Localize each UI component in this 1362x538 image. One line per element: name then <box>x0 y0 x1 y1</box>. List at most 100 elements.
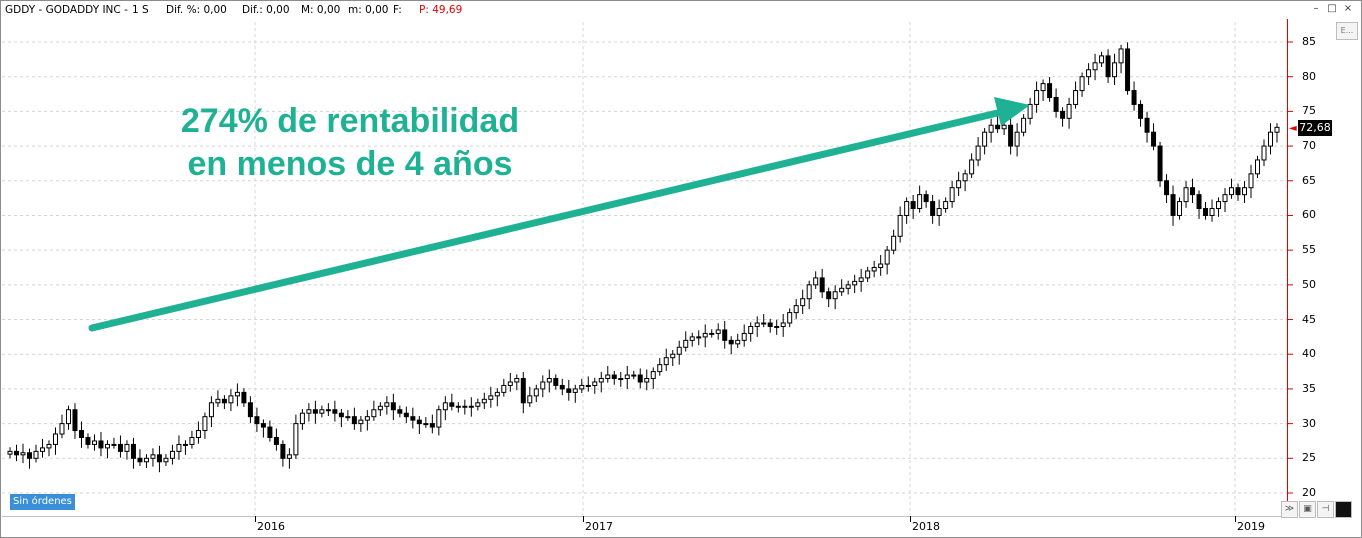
candle-down <box>312 409 318 414</box>
candle-up <box>1209 208 1215 216</box>
candle-up <box>832 291 838 300</box>
chevron-icon[interactable]: ≫ <box>1281 501 1298 518</box>
candle-up <box>988 124 994 133</box>
candle-down <box>767 322 773 327</box>
price-tick-label: 40 <box>1302 347 1316 361</box>
candle-up <box>176 443 182 452</box>
price-tick-label: 50 <box>1302 277 1316 291</box>
candle-up <box>1099 55 1105 64</box>
period-label: 1 S <box>132 4 149 16</box>
candle-up <box>20 452 26 456</box>
annotation-line-1: 274% de rentabilidad <box>180 102 520 140</box>
side-panel <box>1330 19 1360 516</box>
candle-up <box>936 208 942 216</box>
candle-up <box>182 443 188 446</box>
candle-down <box>221 398 227 404</box>
candle-down <box>910 201 916 210</box>
maximize-button[interactable]: □ <box>1327 3 1337 14</box>
candle-up <box>1027 103 1033 119</box>
price-axis[interactable] <box>1287 19 1330 516</box>
candle-up <box>891 235 897 251</box>
chart-plot-area[interactable] <box>2 19 1287 516</box>
candle-up <box>33 450 39 459</box>
candle-up <box>715 329 721 334</box>
symbol-label: GDDY - GODADDY INC - <box>5 4 128 16</box>
candle-up <box>436 409 442 428</box>
candle-up <box>663 357 669 366</box>
candle-up <box>1248 173 1254 189</box>
price-tick-label: 25 <box>1302 451 1316 465</box>
candle-up <box>605 374 611 380</box>
candle-down <box>1144 117 1150 133</box>
candle-up <box>514 378 520 383</box>
candle-up <box>631 374 637 377</box>
expand-icon[interactable]: E... <box>1336 22 1358 40</box>
candle-down <box>1203 208 1209 216</box>
candle-up <box>546 378 552 383</box>
candle-down <box>260 423 266 428</box>
candle-up <box>579 384 585 390</box>
candle-down <box>1151 131 1157 147</box>
minimize-button[interactable]: – <box>1313 3 1319 14</box>
candle-up <box>592 381 598 386</box>
candle-down <box>1105 55 1111 78</box>
candle-down <box>254 416 260 425</box>
candle-down <box>241 391 247 404</box>
candle-up <box>104 443 110 449</box>
candle-up <box>787 312 793 324</box>
candle-up <box>195 430 201 438</box>
candle-up <box>1040 83 1046 92</box>
candle-up <box>293 423 299 456</box>
close-button[interactable]: × <box>1343 3 1353 14</box>
candle-up <box>189 436 195 445</box>
candle-up <box>735 339 741 345</box>
candle-down <box>1131 90 1137 105</box>
candle-up <box>1268 131 1274 147</box>
candle-up <box>364 416 370 421</box>
last-price-label: 72,68 <box>1298 120 1332 136</box>
price-tick-label: 30 <box>1302 416 1316 430</box>
chart-title-bar: GDDY - GODADDY INC - 1 S Dif. %: 0,00 Di… <box>1 1 1359 19</box>
candle-down <box>13 450 19 456</box>
candle-down <box>332 409 338 414</box>
candle-up <box>325 409 331 412</box>
price-tick-label: 85 <box>1302 35 1316 48</box>
candle-up <box>306 409 312 414</box>
status-badge[interactable]: Sin órdenes <box>10 494 75 510</box>
candle-up <box>852 280 858 286</box>
candle-up <box>702 332 708 338</box>
candle-up <box>91 440 97 445</box>
save-icon[interactable]: ▣ <box>1299 501 1316 518</box>
candle-up <box>1066 103 1072 119</box>
pin-icon[interactable]: ⊣ <box>1317 501 1334 518</box>
candle-up <box>585 384 591 387</box>
candle-up <box>39 447 45 452</box>
dif-pct-label: Dif. %: 0,00 <box>166 4 227 16</box>
candle-down <box>410 416 416 421</box>
candle-up <box>689 336 695 341</box>
candle-up <box>858 277 864 282</box>
candle-up <box>676 346 682 355</box>
candle-down <box>130 443 136 459</box>
candle-up <box>878 263 884 268</box>
candle-down <box>416 419 422 425</box>
time-axis[interactable] <box>2 516 1287 537</box>
candle-up <box>377 405 383 411</box>
candle-up <box>839 287 845 293</box>
candle-up <box>345 416 351 419</box>
candle-up <box>319 409 325 414</box>
candle-down <box>85 436 91 445</box>
candle-down <box>566 388 572 393</box>
candle-down <box>1060 110 1066 119</box>
candle-up <box>234 391 240 397</box>
year-tick <box>583 516 584 522</box>
candle-up <box>65 409 71 425</box>
min-label: m: 0,00 <box>348 4 389 16</box>
fill-icon[interactable]: ■ <box>1335 501 1352 518</box>
candle-up <box>761 322 767 325</box>
candle-up <box>1034 90 1040 105</box>
candle-up <box>1079 76 1085 92</box>
year-tick <box>910 516 911 522</box>
candle-down <box>1138 103 1144 119</box>
candle-up <box>143 457 149 463</box>
